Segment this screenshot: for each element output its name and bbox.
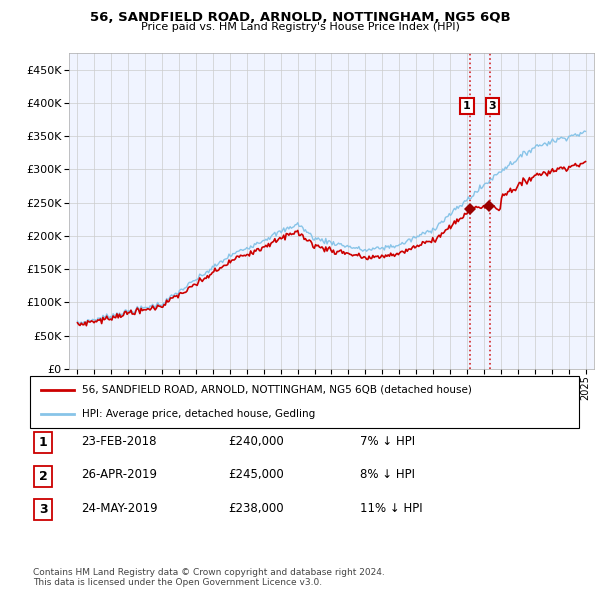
Text: 3: 3 [39, 503, 47, 516]
Text: 24-MAY-2019: 24-MAY-2019 [81, 502, 158, 515]
Text: 2: 2 [39, 470, 47, 483]
Text: 56, SANDFIELD ROAD, ARNOLD, NOTTINGHAM, NG5 6QB (detached house): 56, SANDFIELD ROAD, ARNOLD, NOTTINGHAM, … [82, 385, 472, 395]
Text: 23-FEB-2018: 23-FEB-2018 [81, 435, 157, 448]
Text: 7% ↓ HPI: 7% ↓ HPI [360, 435, 415, 448]
Text: £245,000: £245,000 [228, 468, 284, 481]
Text: £240,000: £240,000 [228, 435, 284, 448]
Text: HPI: Average price, detached house, Gedling: HPI: Average price, detached house, Gedl… [82, 409, 316, 419]
Text: Price paid vs. HM Land Registry's House Price Index (HPI): Price paid vs. HM Land Registry's House … [140, 22, 460, 32]
Text: 1: 1 [463, 101, 471, 112]
Text: Contains HM Land Registry data © Crown copyright and database right 2024.
This d: Contains HM Land Registry data © Crown c… [33, 568, 385, 587]
Text: 26-APR-2019: 26-APR-2019 [81, 468, 157, 481]
Text: 8% ↓ HPI: 8% ↓ HPI [360, 468, 415, 481]
Text: 56, SANDFIELD ROAD, ARNOLD, NOTTINGHAM, NG5 6QB: 56, SANDFIELD ROAD, ARNOLD, NOTTINGHAM, … [89, 11, 511, 24]
Text: 11% ↓ HPI: 11% ↓ HPI [360, 502, 422, 515]
Text: 1: 1 [39, 436, 47, 449]
Text: 3: 3 [488, 101, 496, 112]
Text: £238,000: £238,000 [228, 502, 284, 515]
